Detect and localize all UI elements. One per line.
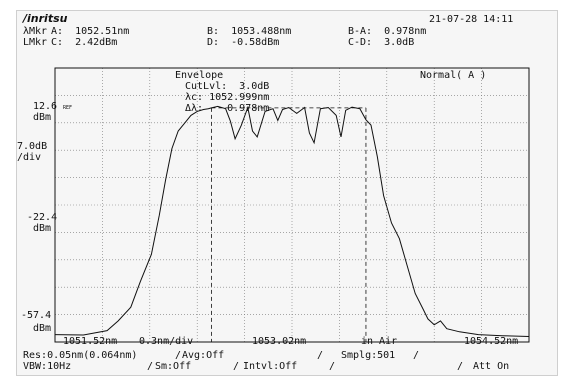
marker-c-minus-d: C-D: 3.0dB [348, 37, 415, 48]
spectrum-plot [54, 67, 530, 343]
wavelength-marker-label: λMkr [23, 26, 48, 37]
separator-2: / [317, 350, 324, 361]
trace-mode: Normal( A ) [420, 70, 487, 81]
y-ref-value: 12.6 [33, 101, 58, 112]
status-attenuator: Att On [473, 361, 510, 372]
x-span: 0.3nm/div [139, 336, 194, 347]
marker-b-minus-a: B-A: 0.978nm [348, 26, 427, 37]
marker-d: D: -0.58dBm [207, 37, 280, 48]
status-resolution: Res:0.05nm(0.064nm) [23, 350, 138, 361]
analysis-cutlevel: CutLvl: 3.0dB [185, 81, 270, 92]
datetime: 21-07-28 14:11 [429, 14, 514, 25]
plot-grid [55, 68, 529, 342]
separator-3: / [413, 350, 420, 361]
status-smoothing: Sm:Off [155, 361, 192, 372]
y-scale-unit: /div [17, 152, 42, 163]
y-bottom-value: -57.4 [21, 310, 52, 321]
level-marker-label: LMkr [23, 37, 48, 48]
analysis-center-wavelength: λc: 1052.999nm [185, 92, 270, 103]
marker-b: B: 1053.488nm [207, 26, 292, 37]
x-center: 1053.02nm [252, 336, 307, 347]
y-mid-value: -22.4 [27, 212, 58, 223]
brand-logo: /inritsu [23, 12, 68, 25]
separator-1: / [175, 350, 182, 361]
status-sampling: Smplg:501 [341, 350, 396, 361]
separator-7: / [457, 361, 464, 372]
y-mid-unit: dBm [33, 223, 52, 234]
analysis-spectral-width: Δλ: 0.978nm [185, 103, 270, 114]
separator-6: / [329, 361, 336, 372]
y-ref-unit: dBm [33, 112, 52, 123]
marker-cursors [211, 107, 367, 342]
separator-4: / [147, 361, 154, 372]
x-stop: 1054.52nm [464, 336, 519, 347]
x-start: 1051.52nm [63, 336, 118, 347]
marker-c: C: 2.42dBm [51, 37, 118, 48]
y-scale-value: 7.0dB [17, 141, 48, 152]
separator-5: / [233, 361, 240, 372]
plot-frame [54, 67, 530, 343]
y-bottom-unit: dBm [33, 323, 52, 334]
y-ref-tag: REF [63, 105, 73, 111]
analysis-title: Envelope [175, 70, 224, 81]
status-interval: Intvl:Off [243, 361, 298, 372]
x-medium: in Air [361, 336, 398, 347]
status-vbw: VBW:10Hz [23, 361, 72, 372]
spectrum-trace [54, 105, 530, 337]
osa-screen: /inritsu 21-07-28 14:11 λMkr LMkr A: 105… [16, 10, 558, 376]
marker-a: A: 1052.51nm [51, 26, 130, 37]
status-averaging: Avg:Off [182, 350, 225, 361]
